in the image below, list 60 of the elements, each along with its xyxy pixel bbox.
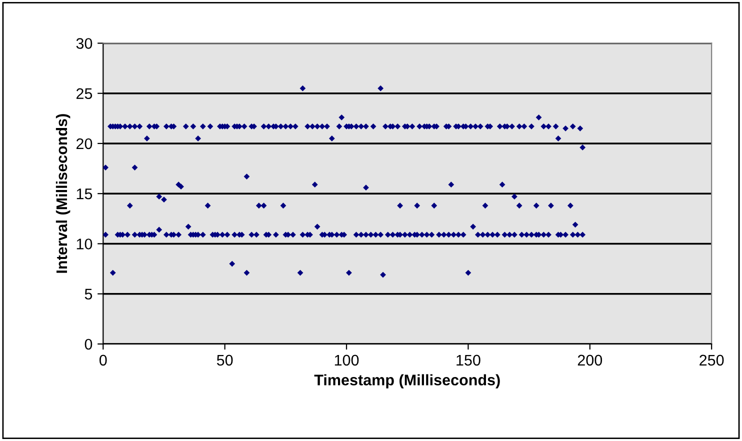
point	[328, 136, 335, 142]
point	[244, 174, 250, 180]
point	[195, 136, 201, 142]
y-tick-label: 15	[76, 188, 92, 200]
point	[414, 202, 420, 209]
point	[256, 202, 262, 209]
x-axis-title: Timestamp (Milliseconds)	[314, 374, 500, 388]
x-tick-label: 50	[216, 354, 233, 366]
point	[346, 270, 352, 276]
point	[185, 224, 192, 230]
y-tick-label: 20	[76, 138, 92, 150]
point	[297, 270, 304, 276]
point	[280, 202, 286, 209]
y-tick-label: 0	[84, 338, 92, 350]
point	[204, 202, 211, 209]
point	[465, 270, 472, 276]
y-tick-label: 10	[76, 238, 92, 250]
point	[572, 222, 578, 228]
point	[300, 85, 306, 92]
point	[244, 270, 250, 276]
point	[312, 182, 318, 188]
point	[144, 136, 150, 142]
point	[555, 136, 562, 142]
y-tick-label: 5	[84, 288, 92, 300]
point	[103, 164, 109, 170]
y-axis-title: Interval (Milliseconds)	[56, 114, 70, 273]
x-tick-label: 250	[700, 354, 724, 366]
y-tick-label: 30	[76, 38, 92, 49]
point	[363, 184, 369, 191]
x-tick-label: 150	[456, 354, 480, 366]
point	[499, 182, 506, 188]
point	[161, 196, 167, 203]
y-tick-label: 25	[76, 88, 92, 100]
point	[260, 202, 267, 209]
point	[338, 114, 345, 120]
x-tick-label: 0	[99, 354, 107, 366]
point	[580, 144, 586, 150]
x-tick-label: 100	[334, 354, 359, 366]
point	[378, 85, 384, 92]
point	[132, 164, 138, 170]
point	[516, 202, 522, 209]
point	[314, 224, 320, 230]
x-tick-label: 200	[578, 354, 602, 366]
point	[156, 194, 162, 200]
point	[482, 202, 488, 209]
point	[380, 272, 386, 278]
point	[431, 202, 438, 209]
point	[511, 194, 518, 200]
point	[536, 114, 542, 120]
point	[548, 202, 554, 209]
point	[126, 202, 133, 209]
point	[110, 270, 116, 276]
point	[156, 226, 162, 233]
point	[448, 182, 454, 188]
point	[229, 260, 236, 267]
point	[533, 202, 540, 209]
point	[178, 184, 184, 190]
point	[567, 202, 574, 209]
point	[470, 224, 476, 230]
point	[397, 202, 404, 209]
